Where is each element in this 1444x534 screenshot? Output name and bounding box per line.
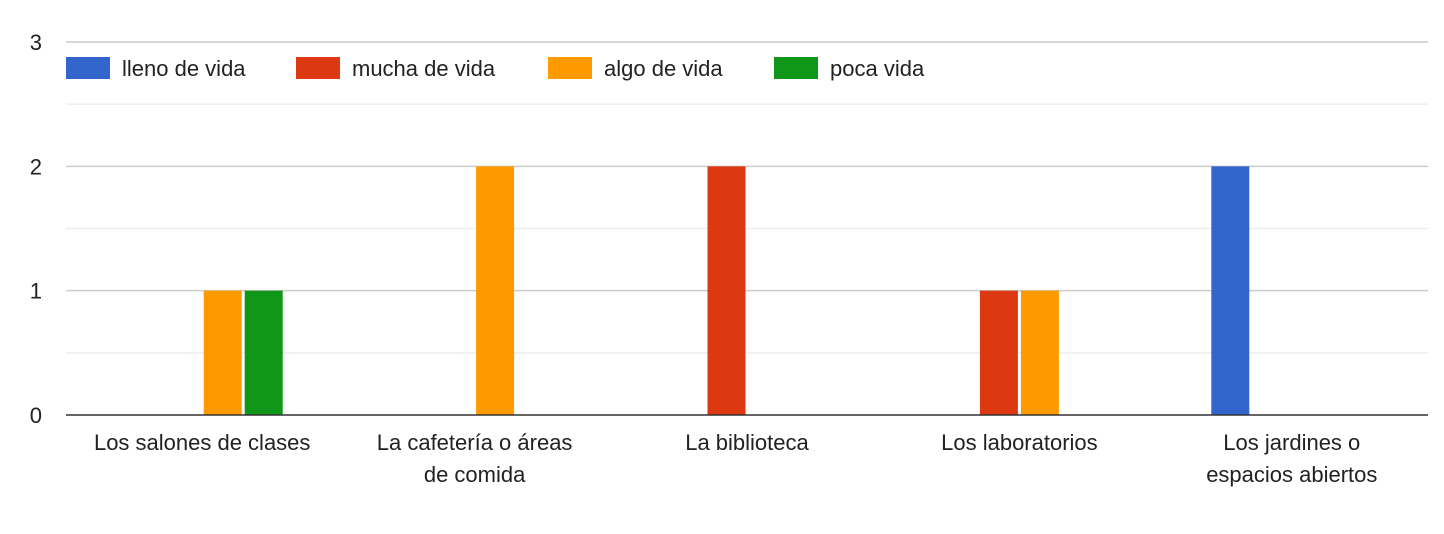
bar bbox=[476, 166, 515, 415]
legend: lleno de vida mucha de vida algo de vida po… bbox=[66, 56, 925, 81]
bar bbox=[1211, 166, 1250, 415]
x-category-label: Los laboratorios bbox=[941, 430, 1098, 455]
bar bbox=[1020, 290, 1059, 415]
legend-label: lleno de vida bbox=[122, 56, 246, 81]
bar bbox=[707, 166, 746, 415]
x-category-label: Los salones de clases bbox=[94, 430, 310, 455]
legend-swatch bbox=[774, 57, 818, 79]
gridlines bbox=[66, 41, 1428, 354]
legend-label: algo de vida bbox=[604, 56, 723, 81]
y-tick-label: 2 bbox=[30, 154, 42, 179]
bar bbox=[244, 290, 283, 415]
legend-label: poca vida bbox=[830, 56, 925, 81]
legend-swatch bbox=[66, 57, 110, 79]
x-category-label: La cafetería o áreas de comida bbox=[377, 430, 573, 487]
y-tick-label: 3 bbox=[30, 30, 42, 55]
x-category-label: Los jardines o espacios abiertos bbox=[1206, 430, 1377, 487]
x-category-label: La biblioteca bbox=[685, 430, 809, 455]
bar bbox=[979, 290, 1018, 415]
legend-label: mucha de vida bbox=[352, 56, 496, 81]
x-axis-labels: Los salones de clases La cafetería o área… bbox=[94, 430, 1377, 487]
bars bbox=[203, 166, 1250, 415]
legend-swatch bbox=[548, 57, 592, 79]
y-tick-label: 0 bbox=[30, 403, 42, 428]
bar bbox=[203, 290, 242, 415]
legend-swatch bbox=[296, 57, 340, 79]
y-axis-ticks: 0 1 2 3 bbox=[30, 30, 42, 428]
y-tick-label: 1 bbox=[30, 279, 42, 304]
